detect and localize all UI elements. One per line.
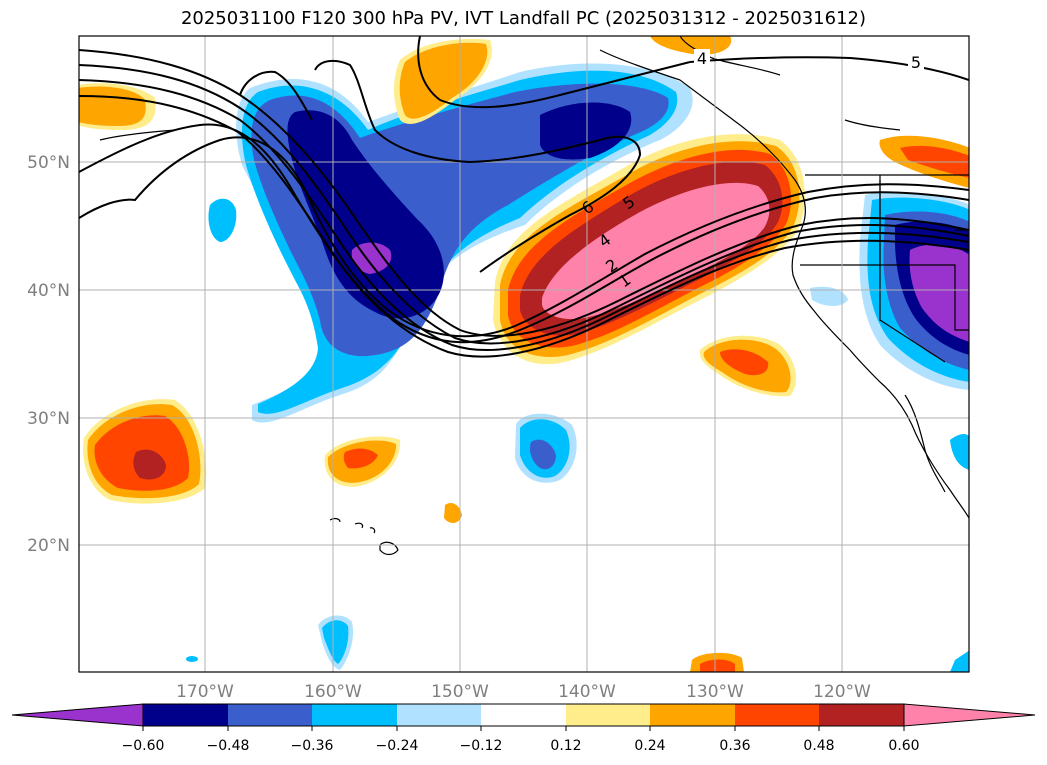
colorbar-tick-label: −0.36 (291, 738, 334, 754)
pv-positive-small-blobs (79, 36, 969, 672)
lat-label-40n: 40°N (27, 281, 70, 301)
colorbar-tick-label: 0.12 (550, 738, 581, 754)
lon-label-130w: 130°W (686, 682, 744, 702)
lat-label-30n: 30°N (27, 409, 70, 429)
colorbar-tick-label: −0.48 (207, 738, 250, 754)
lon-label-140w: 140°W (558, 682, 616, 702)
colorbar-extend-low (11, 703, 144, 727)
pc-contours (79, 36, 969, 358)
colorbar-tick-label: −0.60 (122, 738, 165, 754)
colorbar-bin-5 (481, 704, 566, 726)
colorbar-extend-high (903, 703, 1036, 727)
map-plot-area: 4 5 6 5 4 2 1 (79, 36, 969, 672)
colorbar-tick-label: −0.24 (376, 738, 419, 754)
lat-label-20n: 20°N (27, 536, 70, 556)
lon-label-160w: 160°W (304, 682, 362, 702)
colorbar-bin-6 (566, 704, 650, 726)
lat-label-50n: 50°N (27, 153, 70, 173)
colorbar-bin-3 (312, 704, 397, 726)
contour-label-4-top: 4 (697, 49, 707, 68)
colorbar-tick-label: 0.48 (803, 738, 834, 754)
colorbar (11, 703, 1036, 727)
longitude-labels: 170°W 160°W 150°W 140°W 130°W 120°W (176, 682, 871, 702)
lon-label-150w: 150°W (431, 682, 489, 702)
colorbar-tick-label: 0.24 (634, 738, 665, 754)
colorbar-bin-9 (819, 704, 904, 726)
colorbar-tick-label: 0.60 (888, 738, 919, 754)
colorbar-bin-7 (650, 704, 735, 726)
colorbar-tick-label: −0.12 (460, 738, 503, 754)
lon-label-170w: 170°W (176, 682, 234, 702)
latitude-labels: 50°N 40°N 30°N 20°N (27, 153, 70, 556)
lon-label-120w: 120°W (813, 682, 871, 702)
map-title: 2025031100 F120 300 hPa PV, IVT Landfall… (180, 8, 867, 29)
colorbar-bin-8 (735, 704, 819, 726)
map-frame (78, 35, 970, 673)
coastlines (99, 36, 969, 556)
colorbar-tick-label: 0.36 (719, 738, 750, 754)
colorbar-bin-1 (143, 704, 228, 726)
pv-negative-small-blobs (186, 198, 577, 670)
colorbar-bin-4 (397, 704, 481, 726)
colorbar-bin-2 (228, 704, 312, 726)
colorbar-ticks: −0.60 −0.48 −0.36 −0.24 −0.12 0.12 0.24 … (122, 726, 920, 754)
contour-label-5-top: 5 (911, 53, 921, 72)
